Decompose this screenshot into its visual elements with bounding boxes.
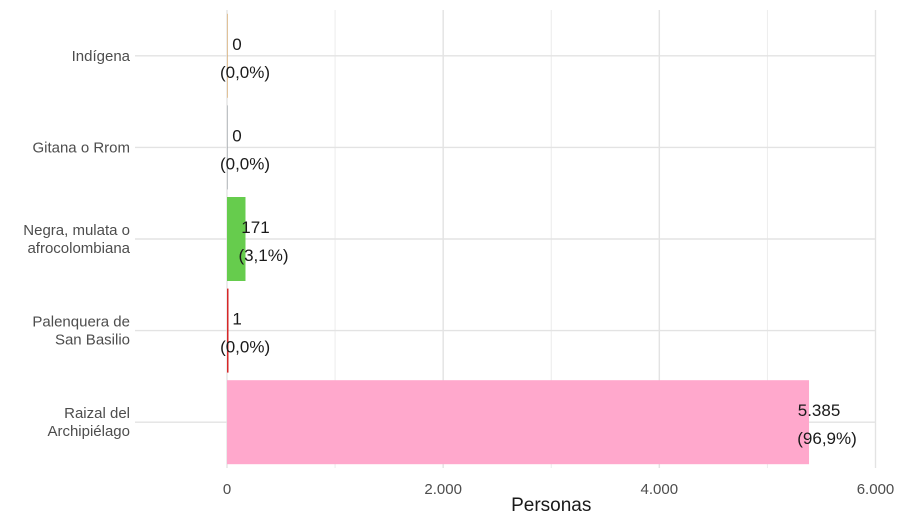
y-tick-label: Raizal del Archipiélago [47, 405, 130, 440]
bars-group [227, 13, 810, 465]
y-tick-label: Palenquera de San Basilio [32, 314, 130, 349]
data-label-value: 0 [232, 35, 241, 54]
bar [227, 13, 228, 98]
data-label-percent: (0,0%) [220, 154, 270, 173]
x-tick-label: 0 [223, 481, 231, 498]
x-axis-title: Personas [511, 495, 591, 514]
data-label-percent: (0,0%) [220, 338, 270, 357]
x-tick-label: 6.000 [857, 481, 895, 498]
data-label-value: 1 [232, 310, 241, 329]
data-label-value: 0 [232, 126, 241, 145]
y-axis-ticks: Indígena Gitana o Rrom Negra, mulata o afro… [23, 48, 130, 440]
y-tick-label: Negra, mulata o afrocolombiana [23, 222, 130, 257]
y-tick-label: Indígena [72, 48, 131, 65]
data-label-percent: (0,0%) [220, 63, 270, 82]
data-label-percent: (3,1%) [238, 246, 288, 265]
x-tick-label: 2.000 [424, 481, 462, 498]
y-tick-label: Gitana o Rrom [32, 139, 130, 156]
x-axis-ticks: 0 2.000 4.000 6.000 [223, 481, 894, 498]
data-label-value: 171 [241, 218, 269, 237]
x-tick-label: 4.000 [641, 481, 679, 498]
data-label-percent: (96,9%) [797, 429, 857, 448]
bar [227, 105, 228, 190]
data-labels-group: 0 (0,0%) 0 (0,0%) 171 (3,1%) 1 (0,0%) 5.385 (96,9… [220, 35, 857, 448]
data-label-value: 5.385 [798, 401, 841, 420]
bar [227, 288, 229, 373]
bar [227, 380, 810, 465]
bar [227, 197, 246, 281]
